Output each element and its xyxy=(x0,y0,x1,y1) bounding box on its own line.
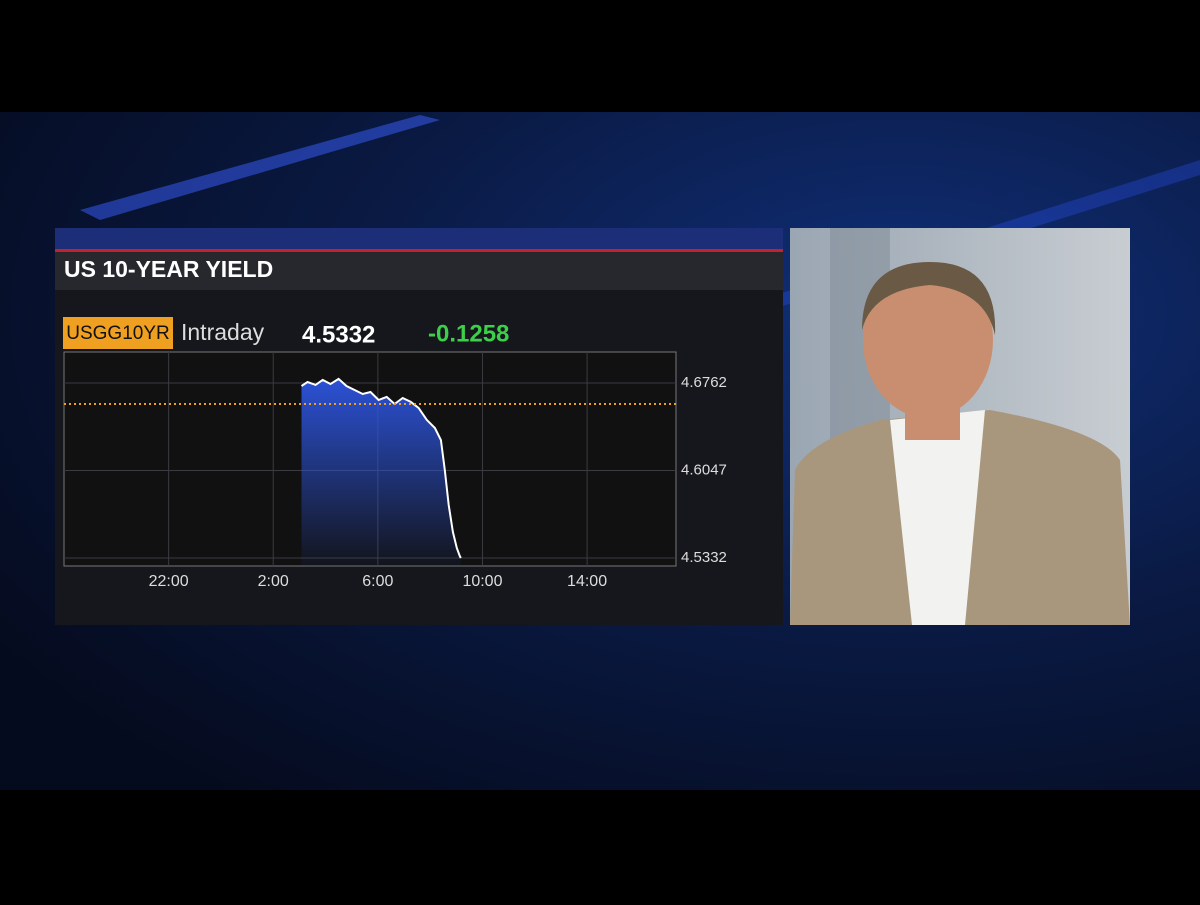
x-tick-label: 10:00 xyxy=(462,573,502,590)
x-tick-label: 6:00 xyxy=(362,573,393,590)
y-tick-label: 4.6762 xyxy=(681,374,727,391)
x-tick-label: 2:00 xyxy=(258,573,289,590)
chart-title: US 10-YEAR YIELD xyxy=(64,256,273,282)
title-bar xyxy=(55,252,783,290)
panel-header-strip xyxy=(55,228,783,250)
y-tick-label: 4.6047 xyxy=(681,461,727,478)
letterbox-bottom xyxy=(0,790,1200,900)
letterbox-top xyxy=(0,0,1200,112)
guest-face xyxy=(863,262,993,418)
change: -0.1258 xyxy=(428,320,509,347)
y-tick-label: 4.5332 xyxy=(681,549,727,566)
panel-red-rule xyxy=(55,249,783,252)
area-fill xyxy=(301,378,461,566)
period: Intraday xyxy=(181,319,265,345)
last-value: 4.5332 xyxy=(302,321,375,348)
ticker-badge xyxy=(63,317,173,349)
ticker: USGG10YR xyxy=(66,323,169,344)
guest-shirt xyxy=(890,410,985,625)
light-streak xyxy=(80,115,440,220)
guest-hair xyxy=(862,262,996,335)
x-tick-label: 14:00 xyxy=(567,573,607,590)
x-tick-label: 22:00 xyxy=(149,573,189,590)
